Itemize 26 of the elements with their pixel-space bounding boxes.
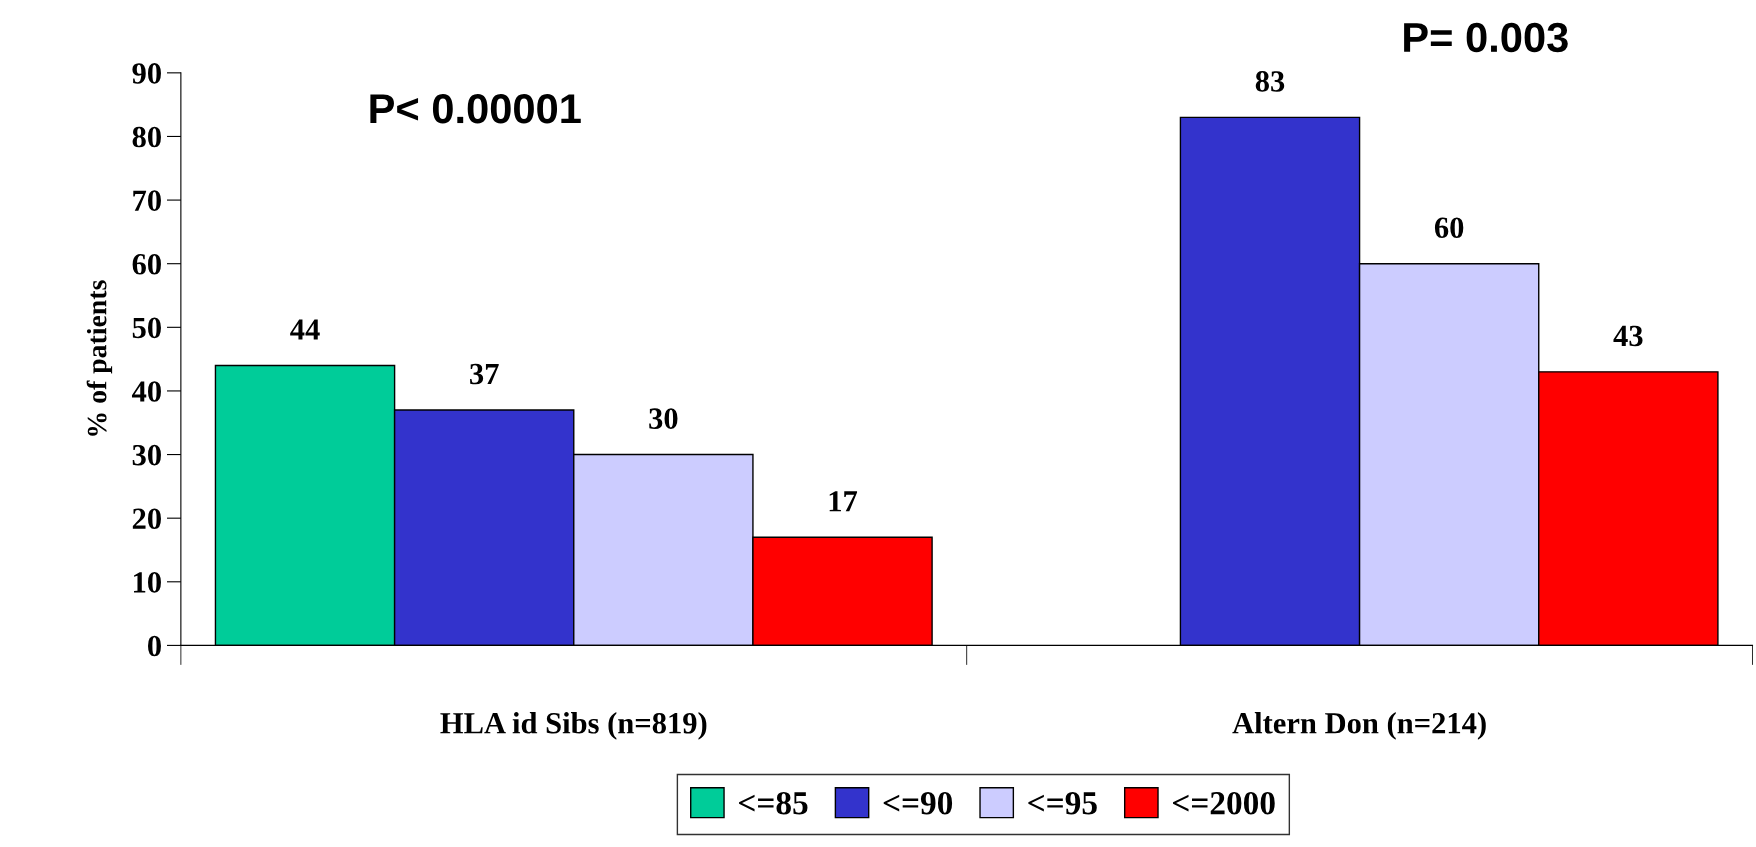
y-tick-label: 60 bbox=[132, 253, 161, 275]
legend-label: <=95 bbox=[1028, 792, 1097, 815]
y-tick-label: 30 bbox=[132, 444, 161, 466]
data-label: 30 bbox=[649, 408, 678, 429]
y-axis-title: % of patients bbox=[86, 280, 113, 436]
data-label: 83 bbox=[1255, 71, 1285, 92]
legend-label: <=85 bbox=[739, 791, 808, 815]
y-tick-label: 90 bbox=[132, 63, 161, 84]
text: P= 0.003 bbox=[1404, 22, 1568, 53]
annotation: P< 0.00001 bbox=[370, 93, 581, 124]
x-tick-label: Altern Don (n=214) bbox=[1232, 712, 1486, 740]
data-label: 60 bbox=[1434, 217, 1464, 239]
data-label: 37 bbox=[470, 363, 499, 385]
x-tick-label: HLA id Sibs (n=819) bbox=[440, 712, 707, 740]
legend-label: <=90 bbox=[883, 791, 953, 815]
y-tick-label: 40 bbox=[131, 381, 161, 402]
y-tick-label: 80 bbox=[132, 126, 161, 148]
y-tick-label: 50 bbox=[132, 317, 161, 339]
legend-label: <=2000 bbox=[1173, 791, 1275, 815]
data-label: 17 bbox=[829, 491, 858, 512]
data-label: 44 bbox=[290, 319, 320, 340]
y-tick-label: 10 bbox=[134, 572, 161, 593]
y-tick-label: 70 bbox=[133, 190, 161, 211]
y-tick-label: 0 bbox=[148, 635, 161, 657]
y-tick-label: 20 bbox=[132, 508, 161, 530]
data-label: 43 bbox=[1613, 325, 1643, 347]
